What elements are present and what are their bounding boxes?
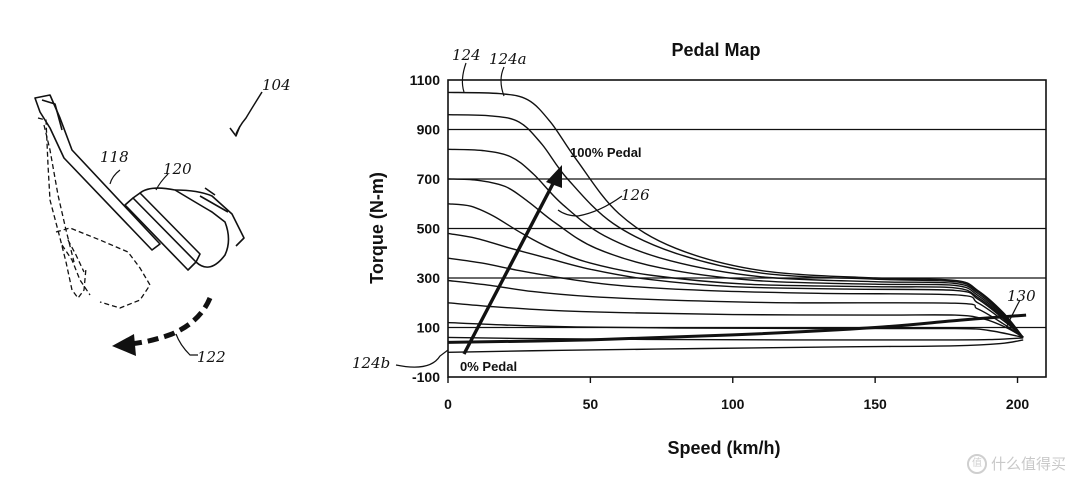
plot-area: [447, 79, 1047, 378]
x-tick-label: 200: [1006, 396, 1030, 412]
y-tick-labels: 1100 900 700 500 300 100 -100: [410, 72, 441, 385]
y-axis-label: Torque (N-m): [367, 172, 387, 284]
emphasized-line: [447, 313, 1027, 344]
label-124b: 124b: [352, 354, 390, 372]
x-tick-label: 150: [863, 396, 887, 412]
label-124: 124: [452, 46, 481, 64]
pedal-illustration: [34, 91, 263, 309]
label-120: 120: [163, 160, 192, 178]
series-line-4: [447, 178, 1024, 338]
reference-leaders: [395, 62, 1021, 368]
series-line-5: [447, 203, 1024, 338]
grid-lines: [448, 128, 1046, 329]
motion-arrow-122: [112, 296, 213, 356]
x-axis-label: Speed (km/h): [667, 438, 780, 458]
pedal-direction-arrow: [462, 165, 562, 355]
series-line-7: [447, 257, 1024, 338]
label-118: 118: [100, 148, 129, 166]
shoe: [139, 187, 230, 268]
chart-title: Pedal Map: [671, 40, 760, 60]
y-tick-label: 500: [417, 221, 441, 237]
x-tick-label: 0: [444, 396, 452, 412]
series-line-2: [447, 114, 1024, 338]
series-line-12: [447, 339, 1024, 353]
label-104: 104: [262, 76, 291, 94]
series-line-11: [447, 336, 1024, 341]
y-tick-label: 900: [417, 122, 441, 138]
series-line-1: [447, 91, 1024, 338]
label-124a: 124a: [489, 50, 527, 68]
y-tick-label: 100: [417, 320, 441, 336]
x-tick-label: 100: [721, 396, 745, 412]
label-122: 122: [197, 348, 226, 366]
annotation-100-pedal: 100% Pedal: [570, 145, 642, 160]
x-tick-label: 50: [583, 396, 599, 412]
series-line-10: [447, 321, 1024, 339]
emphasized-series-line: [447, 313, 1027, 344]
series-line-3: [447, 148, 1024, 338]
series-line-6: [447, 232, 1024, 338]
y-tick-label: 700: [417, 171, 441, 187]
watermark: 值 什么值得买: [966, 453, 1066, 474]
label-130: 130: [1007, 287, 1036, 305]
plot-frame: [447, 79, 1047, 378]
pedal-pivot: [41, 99, 63, 131]
pedal-depressed-outline: [37, 117, 151, 309]
x-tick-labels: 0 50 100 150 200: [444, 377, 1029, 412]
series-line-8: [447, 279, 1024, 338]
watermark-logo-icon: 值: [966, 453, 987, 474]
y-tick-label: 300: [417, 270, 441, 286]
y-tick-label: 1100: [410, 72, 441, 88]
annotation-0-pedal: 0% Pedal: [460, 359, 517, 374]
y-tick-label: -100: [412, 369, 440, 385]
series-lines: [447, 91, 1024, 353]
label-126: 126: [621, 186, 650, 204]
watermark-text: 什么值得买: [990, 455, 1066, 473]
series-line-9: [447, 302, 1024, 339]
